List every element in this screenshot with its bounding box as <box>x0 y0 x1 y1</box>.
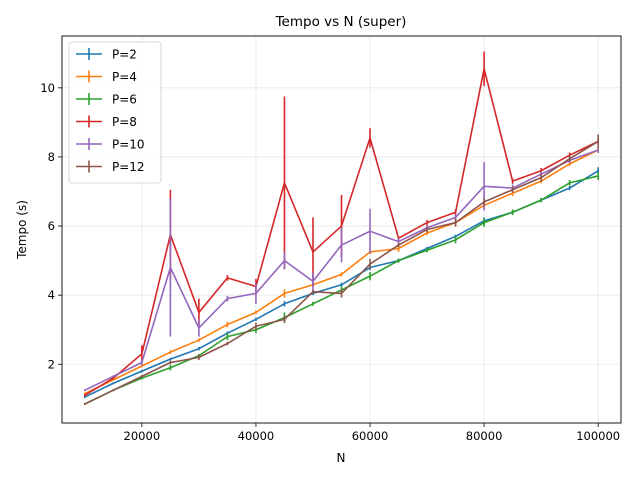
x-tick-label: 20000 <box>124 429 161 443</box>
x-ticks: 20000 40000 60000 80000 100000 <box>124 423 620 443</box>
y-tick-label: 6 <box>48 219 55 233</box>
legend-item: P=8 <box>76 115 137 129</box>
y-tick-label: 4 <box>48 288 55 302</box>
series-layer <box>84 51 599 406</box>
legend-label: P=6 <box>112 93 137 107</box>
y-tick-label: 8 <box>48 150 55 164</box>
plot-frame <box>61 35 622 424</box>
legend: P=2 P=4 P=6 P=8 P=10 P=12 <box>68 41 162 184</box>
chart-title: Tempo vs N (super) <box>275 14 407 30</box>
legend-label: P=2 <box>112 48 137 62</box>
legend-label: P=8 <box>112 115 137 129</box>
x-tick-label: 100000 <box>576 429 620 443</box>
legend-label: P=12 <box>112 160 145 174</box>
y-axis-label: Tempo (s) <box>15 200 29 260</box>
x-tick-label: 40000 <box>238 429 275 443</box>
legend-item: P=4 <box>76 70 137 84</box>
legend-label: P=10 <box>112 138 145 152</box>
legend-label: P=4 <box>112 70 137 84</box>
y-ticks: 2 4 6 8 10 <box>40 81 62 371</box>
x-tick-label: 60000 <box>352 429 389 443</box>
legend-item: P=2 <box>76 48 137 62</box>
series-p-12 <box>84 134 599 406</box>
y-tick-label: 2 <box>48 357 55 371</box>
legend-item: P=6 <box>76 93 137 107</box>
y-tick-label: 10 <box>40 81 55 95</box>
legend-item: P=10 <box>76 138 145 152</box>
legend-item: P=12 <box>76 160 145 174</box>
x-axis-label: N <box>337 451 346 465</box>
x-tick-label: 80000 <box>466 429 503 443</box>
